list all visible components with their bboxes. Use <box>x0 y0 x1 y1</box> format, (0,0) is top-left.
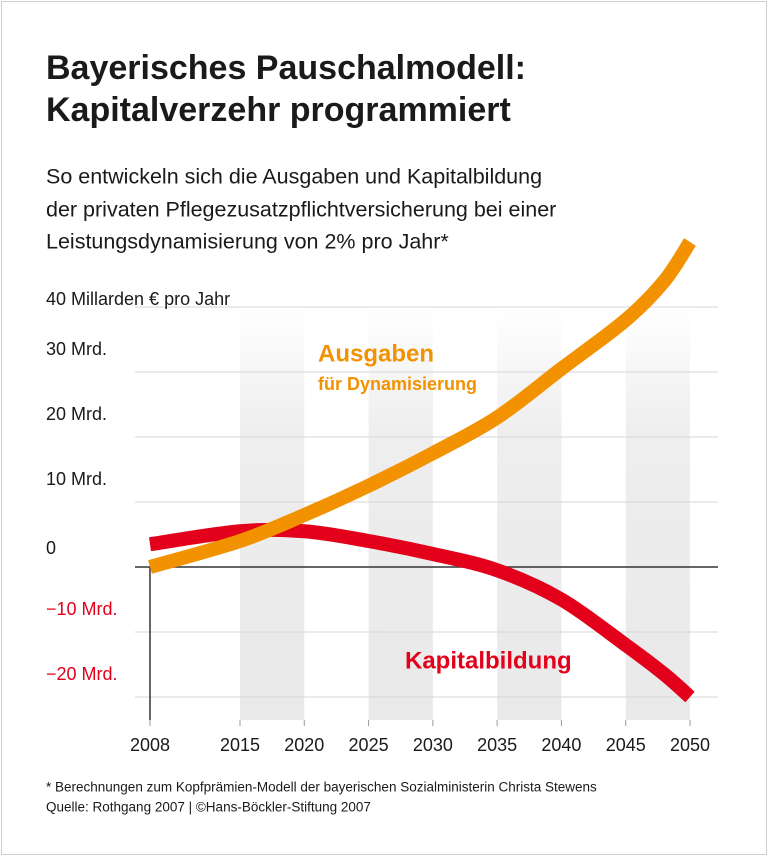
y-tick-label: 30 Mrd. <box>46 339 107 359</box>
y-tick-label: −10 Mrd. <box>46 599 118 619</box>
chart-title: Kapitalverzehr programmiert <box>46 91 511 129</box>
column-band <box>368 307 433 720</box>
footnote: * Berechnungen zum Kopfprämien-Modell de… <box>46 780 597 795</box>
series-label: für Dynamisierung <box>318 374 477 394</box>
subtitle: So entwickeln sich die Ausgaben und Kapi… <box>46 165 542 189</box>
x-tick-label: 2025 <box>349 735 389 755</box>
chart-title: Bayerisches Pauschalmodell: <box>46 49 526 87</box>
y-tick-label: −20 Mrd. <box>46 664 118 684</box>
x-tick-label: 2040 <box>541 735 581 755</box>
y-tick-label: 20 Mrd. <box>46 404 107 424</box>
footnote: Quelle: Rothgang 2007 | ©Hans-Böckler-St… <box>46 800 371 815</box>
x-tick-label: 2008 <box>130 735 170 755</box>
series-label: Kapitalbildung <box>405 647 572 674</box>
x-tick-label: 2035 <box>477 735 517 755</box>
subtitle: der privaten Pflegezusatzpflichtversiche… <box>46 198 556 222</box>
x-tick-label: 2030 <box>413 735 453 755</box>
subtitle: Leistungsdynamisierung von 2% pro Jahr* <box>46 230 449 254</box>
y-tick-label: 40 Millarden € pro Jahr <box>46 289 230 309</box>
x-tick-label: 2015 <box>220 735 260 755</box>
x-tick-label: 2050 <box>670 735 710 755</box>
y-tick-label: 0 <box>46 538 56 558</box>
x-tick-label: 2045 <box>606 735 646 755</box>
y-tick-label: 10 Mrd. <box>46 469 107 489</box>
x-tick-label: 2020 <box>284 735 324 755</box>
series-label: Ausgaben <box>318 340 434 367</box>
series-line <box>148 238 696 574</box>
